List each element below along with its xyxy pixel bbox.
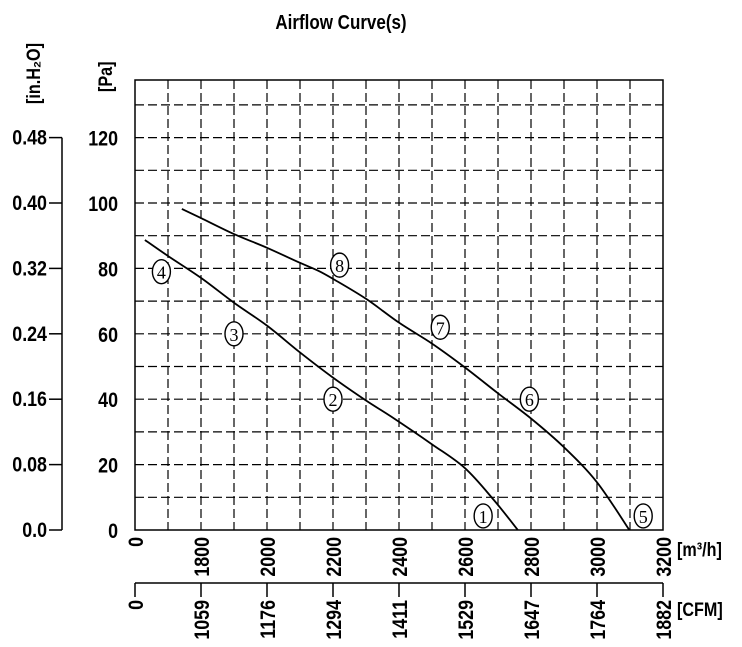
x-axis-label-m3h: [m³/h] bbox=[677, 539, 722, 561]
x-tick-label-m3h: 3200 bbox=[653, 537, 677, 577]
x-tick-label-m3h: 2200 bbox=[323, 537, 347, 577]
point-label-4: 4 bbox=[151, 258, 172, 285]
x-tick-label-m3h: 2800 bbox=[521, 537, 545, 577]
curves bbox=[144, 208, 631, 531]
y-tick-label-inh2o: 0.40 bbox=[12, 192, 47, 216]
point-label-circle bbox=[473, 503, 493, 529]
axes: 0204060801001200.00.080.160.240.320.400.… bbox=[12, 79, 677, 640]
y-tick-label-pa: 20 bbox=[98, 454, 118, 478]
airflow-curve-1 bbox=[144, 239, 519, 531]
x-tick-label-m3h: 0 bbox=[125, 537, 149, 547]
point-label-text: 6 bbox=[525, 390, 534, 410]
y-tick-label-pa: 0 bbox=[108, 520, 118, 544]
y-tick-label-pa: 120 bbox=[88, 127, 118, 151]
x-tick-label-cfm: 1411 bbox=[389, 600, 413, 639]
point-label-text: 7 bbox=[436, 318, 445, 338]
y-tick-label-pa: 100 bbox=[88, 193, 118, 217]
airflow-curve-2 bbox=[181, 208, 631, 531]
point-labels: 1 2 3 4 5 6 7 8 bbox=[151, 252, 653, 529]
x-tick-label-cfm: 1647 bbox=[521, 600, 545, 640]
x-tick-label-cfm: 1294 bbox=[323, 600, 347, 640]
plot-frame bbox=[134, 79, 664, 531]
x-tick-label-m3h: 3000 bbox=[587, 537, 611, 577]
y-tick-label-inh2o: 0.32 bbox=[12, 257, 47, 281]
point-label-text: 8 bbox=[335, 256, 344, 276]
point-label-circle bbox=[633, 503, 653, 529]
y-axis-label-pa: [Pa] bbox=[95, 62, 117, 92]
y-tick-label-inh2o: 0.16 bbox=[12, 388, 47, 412]
point-label-8: 8 bbox=[329, 252, 350, 278]
chart-title: Airflow Curve(s) bbox=[275, 11, 406, 34]
point-label-text: 4 bbox=[157, 263, 166, 283]
point-label-text: 3 bbox=[230, 325, 239, 345]
point-label-circle bbox=[329, 252, 350, 278]
grid bbox=[135, 80, 663, 530]
x-tick-label-cfm: 1176 bbox=[257, 600, 281, 639]
point-label-1: 1 bbox=[473, 503, 493, 529]
point-label-circle bbox=[224, 321, 244, 347]
point-label-5: 5 bbox=[633, 503, 653, 529]
point-label-text: 5 bbox=[639, 507, 648, 527]
point-label-3: 3 bbox=[224, 321, 244, 347]
x-tick-label-m3h: 2000 bbox=[257, 537, 281, 577]
x-tick-label-cfm: 1059 bbox=[191, 600, 215, 640]
y-tick-label-inh2o: 0.08 bbox=[12, 453, 47, 477]
y-tick-label-pa: 60 bbox=[98, 323, 118, 347]
point-label-text: 2 bbox=[329, 390, 338, 410]
y-tick-label-inh2o: 0.0 bbox=[22, 519, 47, 543]
point-label-2: 2 bbox=[323, 386, 343, 412]
x-tick-label-m3h: 1800 bbox=[191, 537, 215, 577]
y-tick-label-pa: 80 bbox=[98, 258, 118, 282]
point-label-circle bbox=[519, 386, 540, 412]
point-label-circle bbox=[151, 258, 172, 285]
point-label-circle bbox=[430, 314, 450, 340]
x-tick-label-m3h: 2400 bbox=[389, 537, 413, 577]
y-axis-label-inh2o: [in.H₂O] bbox=[23, 43, 45, 104]
point-label-7: 7 bbox=[430, 314, 450, 340]
x-tick-label-cfm: 1529 bbox=[455, 600, 479, 640]
x-axis-label-cfm: [CFM] bbox=[677, 599, 723, 621]
y-tick-label-pa: 40 bbox=[98, 389, 118, 413]
y-tick-label-inh2o: 0.24 bbox=[12, 322, 47, 346]
x-tick-label-cfm: 1882 bbox=[653, 600, 677, 640]
point-label-circle bbox=[323, 386, 343, 412]
point-label-6: 6 bbox=[519, 386, 540, 412]
x-tick-label-cfm: 0 bbox=[125, 600, 149, 610]
x-tick-label-cfm: 1764 bbox=[587, 600, 611, 640]
point-label-text: 1 bbox=[479, 507, 488, 527]
x-tick-label-m3h: 2600 bbox=[455, 537, 479, 577]
y-tick-label-inh2o: 0.48 bbox=[12, 126, 47, 150]
